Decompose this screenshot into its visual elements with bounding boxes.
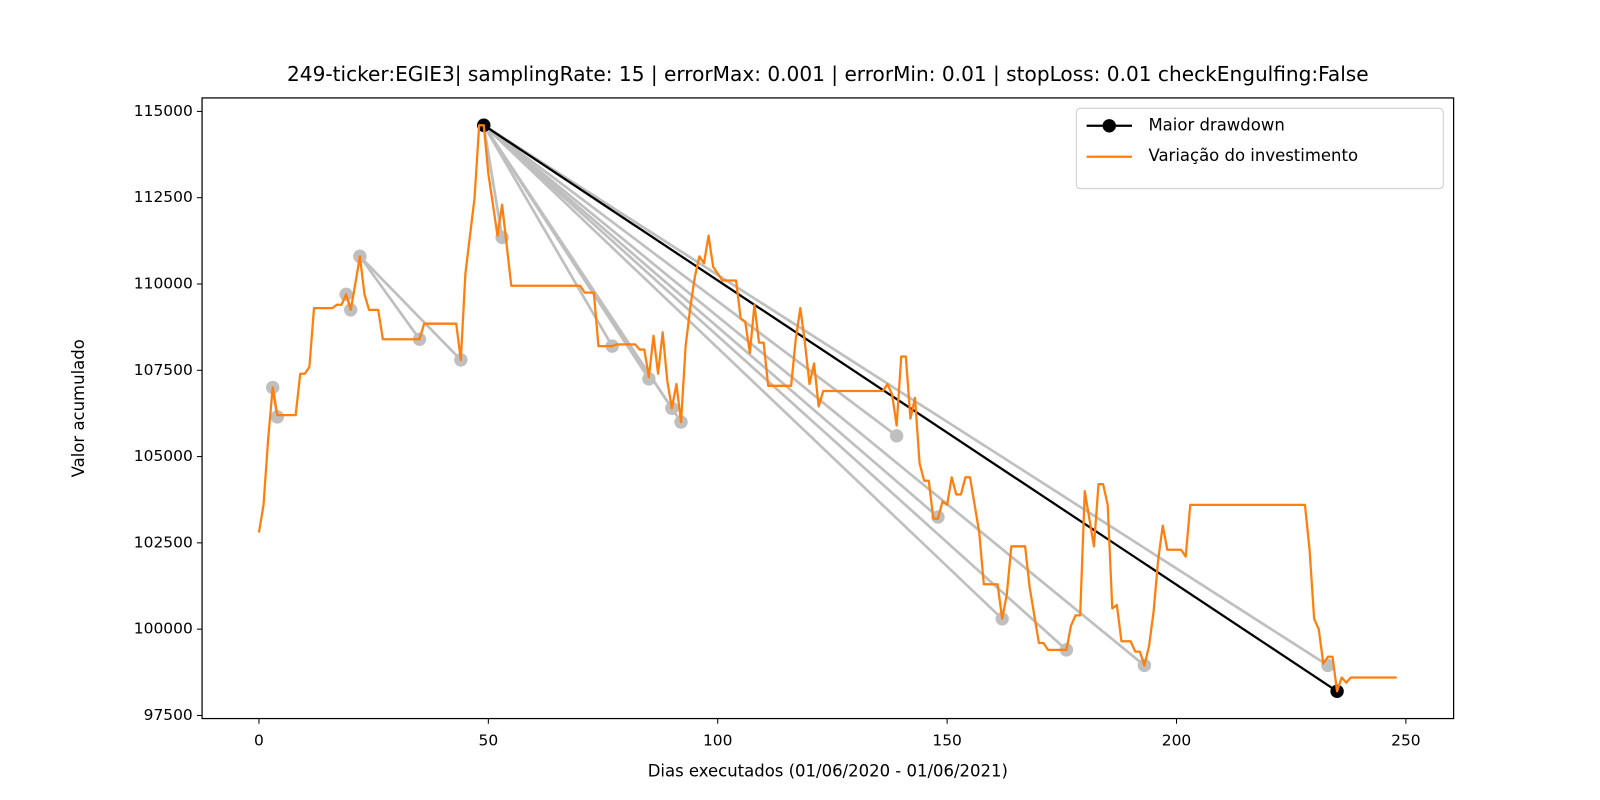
segment-line [482,124,1146,667]
chart-title: 249-ticker:EGIE3| samplingRate: 15 | err… [287,62,1369,86]
y-tick-label: 105000 [134,447,193,465]
legend-label: Maior drawdown [1148,115,1284,134]
legend-marker [1102,119,1116,133]
y-tick-label: 102500 [134,533,193,551]
legend-box [1075,107,1444,190]
y-tick-label: 112500 [134,188,193,206]
segment-line [358,255,421,340]
y-tick-label: 110000 [134,274,193,292]
plot-frame [201,97,1455,720]
marker [642,372,656,386]
x-tick-label: 0 [254,732,264,750]
marker [889,429,904,443]
marker [270,410,285,424]
y-tick-label: 97500 [144,706,193,724]
series-line [257,124,1397,693]
x-tick-label: 150 [932,732,962,750]
x-tick-label: 50 [479,732,499,750]
segment-line [482,124,898,437]
segment-line [482,124,939,518]
y-tick-label: 107500 [134,361,193,379]
legend-label: Variação do investimento [1148,146,1358,165]
plot-area [257,118,1397,698]
x-tick-label: 100 [703,732,733,750]
segment-line [358,255,462,361]
x-tick-label: 200 [1162,732,1192,750]
segment-line [482,124,1068,651]
x-tick-label: 250 [1391,732,1421,750]
x-axis-label: Dias executados (01/06/2020 - 01/06/2021… [648,762,1008,781]
segment-line [482,124,614,347]
y-tick-label: 100000 [134,620,193,638]
segment-line [482,124,1004,620]
y-tick-label: 115000 [134,102,193,120]
segment-line [483,124,1329,667]
y-axis-label: Valor acumulado [69,339,88,477]
